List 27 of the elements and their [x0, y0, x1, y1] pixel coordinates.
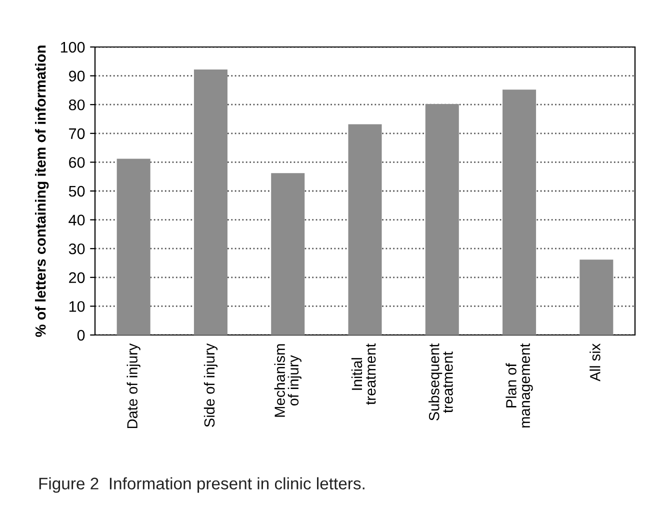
x-tick-label: Initial treatment: [351, 343, 376, 405]
y-tick-label: 0: [77, 330, 85, 341]
bar: [194, 69, 228, 335]
y-tick-label: 30: [68, 243, 85, 254]
y-tick-label: 90: [69, 70, 85, 82]
y-tick-label: 60: [69, 157, 85, 168]
x-tick-label: Plan of management: [506, 343, 533, 428]
y-axis-title: % of letters containing item of information: [35, 46, 49, 337]
y-tick-label: 100: [60, 42, 85, 53]
bar: [116, 158, 150, 335]
x-tick-label: Date of injury: [126, 343, 140, 428]
bar: [271, 173, 305, 335]
bar: [502, 90, 536, 335]
caption: Figure 2 Information present in clinic letters.: [39, 477, 364, 493]
y-tick-label: 10: [69, 301, 85, 312]
y-tick-label: 40: [68, 214, 85, 226]
bar: [425, 104, 459, 335]
y-tick-label: 50: [68, 186, 85, 197]
y-tick-label: 70: [69, 128, 85, 140]
bar: [348, 124, 382, 335]
x-tick-label: Side of injury: [204, 343, 218, 427]
y-tick-label: 80: [68, 99, 85, 110]
x-tick-label: All six: [590, 343, 600, 382]
y-tick-label: 20: [69, 272, 85, 284]
x-tick-label: Subsequent treatment: [428, 343, 453, 421]
bar: [580, 260, 614, 335]
x-tick-label: Mechanism of injury: [274, 344, 302, 417]
